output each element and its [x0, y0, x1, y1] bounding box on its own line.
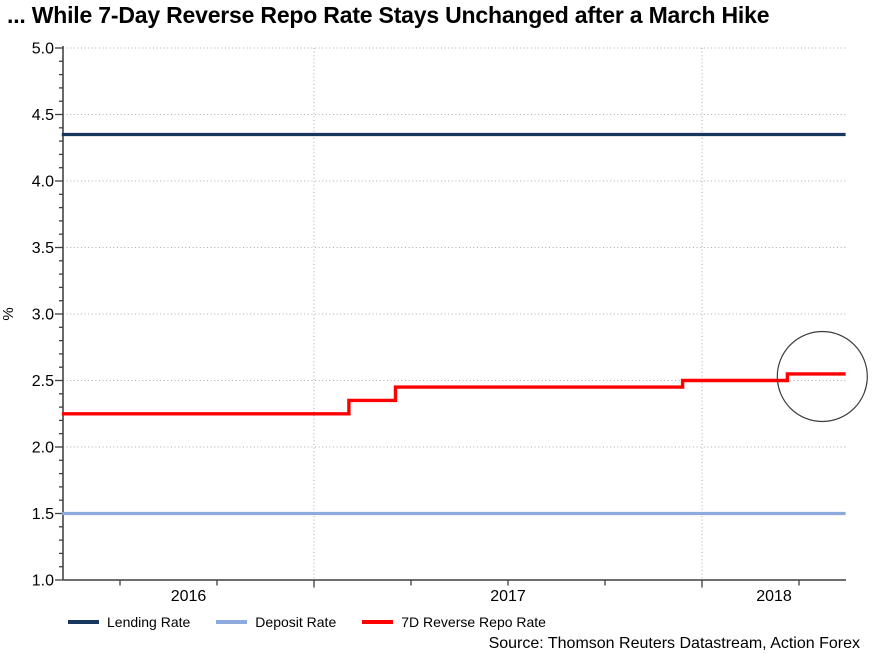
y-tick-label: 1.5 — [32, 506, 54, 523]
y-axis-title: % — [0, 307, 17, 320]
chart-title: ... While 7-Day Reverse Repo Rate Stays … — [7, 2, 770, 28]
source-credit: Source: Thomson Reuters Datastream, Acti… — [488, 635, 860, 652]
y-tick-label: 5.0 — [32, 41, 54, 58]
x-year-label: 2017 — [490, 588, 526, 605]
y-tick-label: 1.0 — [32, 573, 54, 590]
y-tick-label: 4.5 — [32, 107, 54, 124]
legend-item-lending-rate: Lending Rate — [68, 614, 190, 630]
y-tick-label: 3.5 — [32, 240, 54, 257]
legend: Lending Rate Deposit Rate 7D Reverse Rep… — [68, 613, 546, 631]
highlight-circle-annotation — [776, 330, 868, 423]
legend-item-deposit-rate: Deposit Rate — [216, 614, 336, 630]
deposit-rate-line-swatch — [216, 620, 248, 624]
y-tick-label: 3.0 — [32, 307, 54, 324]
legend-label: 7D Reverse Repo Rate — [401, 614, 546, 630]
y-tick-label: 4.0 — [32, 174, 54, 191]
legend-item-7d-reverse-repo-rate: 7D Reverse Repo Rate — [362, 614, 546, 630]
legend-label: Lending Rate — [107, 614, 191, 630]
lending-rate-line-swatch — [68, 620, 99, 624]
series-line — [61, 372, 846, 416]
x-year-label: 2016 — [171, 588, 207, 605]
y-tick-label: 2.5 — [32, 373, 54, 390]
legend-label: Deposit Rate — [255, 614, 337, 630]
x-year-label: 2018 — [756, 588, 792, 605]
y-tick-label: 2.0 — [32, 440, 54, 457]
repo-rate-line-swatch — [362, 620, 394, 624]
